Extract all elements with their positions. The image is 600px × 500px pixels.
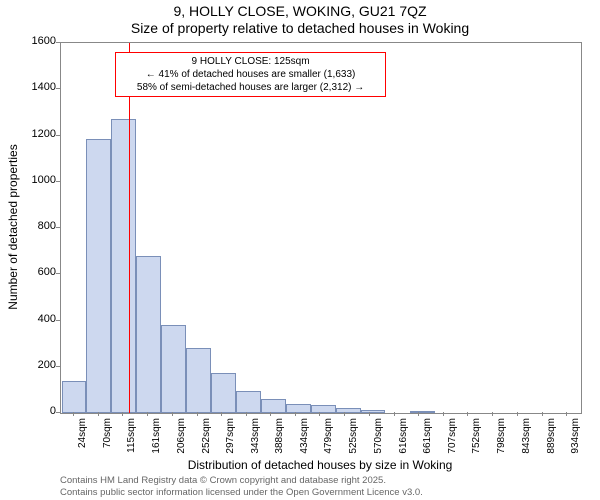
x-tick-mark (542, 412, 543, 416)
y-tick-label: 800 (16, 220, 56, 232)
x-tick-label: 70sqm (102, 418, 113, 462)
y-tick-label: 1000 (16, 174, 56, 186)
x-tick-label: 934sqm (570, 418, 581, 462)
annotation-line1: 9 HOLLY CLOSE: 125sqm (120, 55, 381, 68)
histogram-bar (236, 391, 261, 413)
x-tick-label: 479sqm (323, 418, 334, 462)
x-tick-mark (492, 412, 493, 416)
x-tick-mark (270, 412, 271, 416)
x-axis-label: Distribution of detached houses by size … (60, 458, 580, 472)
plot-area: 9 HOLLY CLOSE: 125sqm← 41% of detached h… (60, 42, 582, 414)
x-tick-label: 570sqm (373, 418, 384, 462)
x-tick-mark (197, 412, 198, 416)
histogram-bar (286, 404, 311, 413)
x-tick-label: 252sqm (201, 418, 212, 462)
y-tick-label: 0 (16, 405, 56, 417)
footer-line2: Contains public sector information licen… (60, 487, 423, 498)
x-tick-label: 206sqm (176, 418, 187, 462)
histogram-bar (111, 119, 136, 413)
y-tick-mark (56, 88, 60, 89)
x-tick-label: 525sqm (348, 418, 359, 462)
x-tick-mark (221, 412, 222, 416)
marker-line (129, 43, 130, 413)
y-tick-mark (56, 42, 60, 43)
y-tick-mark (56, 320, 60, 321)
y-tick-label: 1200 (16, 128, 56, 140)
x-tick-label: 161sqm (151, 418, 162, 462)
y-tick-label: 1600 (16, 35, 56, 47)
histogram-bar (311, 405, 336, 413)
histogram-bar (336, 408, 361, 413)
y-tick-mark (56, 273, 60, 274)
histogram-bar (136, 256, 161, 413)
chart-title-line2: Size of property relative to detached ho… (0, 20, 600, 36)
annotation-line2: ← 41% of detached houses are smaller (1,… (120, 68, 381, 81)
x-tick-mark (369, 412, 370, 416)
x-tick-label: 752sqm (471, 418, 482, 462)
x-tick-label: 388sqm (274, 418, 285, 462)
x-tick-mark (418, 412, 419, 416)
footer-line1: Contains HM Land Registry data © Crown c… (60, 475, 423, 486)
x-tick-mark (517, 412, 518, 416)
histogram-bar (410, 411, 435, 413)
y-tick-mark (56, 227, 60, 228)
x-tick-mark (246, 412, 247, 416)
x-tick-mark (319, 412, 320, 416)
x-tick-label: 616sqm (398, 418, 409, 462)
x-tick-label: 343sqm (250, 418, 261, 462)
y-tick-label: 1400 (16, 81, 56, 93)
x-tick-mark (443, 412, 444, 416)
annotation-box: 9 HOLLY CLOSE: 125sqm← 41% of detached h… (115, 52, 386, 97)
x-tick-label: 297sqm (225, 418, 236, 462)
x-tick-label: 707sqm (447, 418, 458, 462)
y-tick-label: 600 (16, 266, 56, 278)
histogram-bar (161, 325, 186, 413)
annotation-line3: 58% of semi-detached houses are larger (… (120, 81, 381, 94)
chart-title-line1: 9, HOLLY CLOSE, WOKING, GU21 7QZ (0, 3, 600, 19)
x-tick-mark (122, 412, 123, 416)
y-tick-label: 400 (16, 313, 56, 325)
x-tick-mark (147, 412, 148, 416)
x-tick-mark (73, 412, 74, 416)
x-tick-mark (98, 412, 99, 416)
histogram-bar (86, 139, 111, 413)
x-tick-label: 661sqm (422, 418, 433, 462)
x-tick-mark (394, 412, 395, 416)
x-tick-label: 24sqm (77, 418, 88, 462)
y-tick-mark (56, 181, 60, 182)
histogram-bar (62, 381, 87, 413)
footer-attribution: Contains HM Land Registry data © Crown c… (60, 475, 423, 498)
y-tick-mark (56, 135, 60, 136)
y-tick-mark (56, 366, 60, 367)
x-tick-label: 434sqm (299, 418, 310, 462)
histogram-bar (211, 373, 236, 413)
y-tick-label: 200 (16, 359, 56, 371)
x-tick-mark (172, 412, 173, 416)
x-tick-label: 843sqm (521, 418, 532, 462)
chart-container: 9, HOLLY CLOSE, WOKING, GU21 7QZ Size of… (0, 0, 600, 500)
x-tick-mark (467, 412, 468, 416)
histogram-bar (361, 410, 386, 413)
x-tick-mark (566, 412, 567, 416)
x-tick-label: 798sqm (496, 418, 507, 462)
y-tick-mark (56, 412, 60, 413)
x-tick-label: 889sqm (546, 418, 557, 462)
x-tick-mark (344, 412, 345, 416)
histogram-bar (186, 348, 211, 413)
histogram-bar (261, 399, 286, 413)
x-tick-mark (295, 412, 296, 416)
x-tick-label: 115sqm (126, 418, 137, 462)
